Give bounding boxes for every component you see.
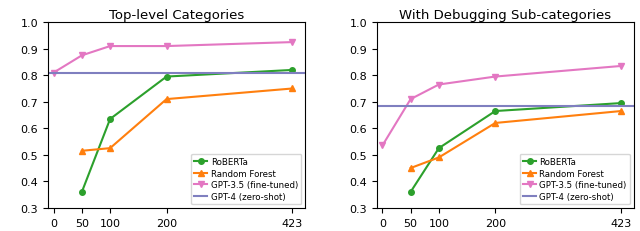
Title: With Debugging Sub-categories: With Debugging Sub-categories <box>399 9 611 22</box>
Legend: RoBERTa, Random Forest, GPT-3.5 (fine-tuned), GPT-4 (zero-shot): RoBERTa, Random Forest, GPT-3.5 (fine-tu… <box>191 154 301 204</box>
Legend: RoBERTa, Random Forest, GPT-3.5 (fine-tuned), GPT-4 (zero-shot): RoBERTa, Random Forest, GPT-3.5 (fine-tu… <box>520 154 630 204</box>
Title: Top-level Categories: Top-level Categories <box>109 9 244 22</box>
